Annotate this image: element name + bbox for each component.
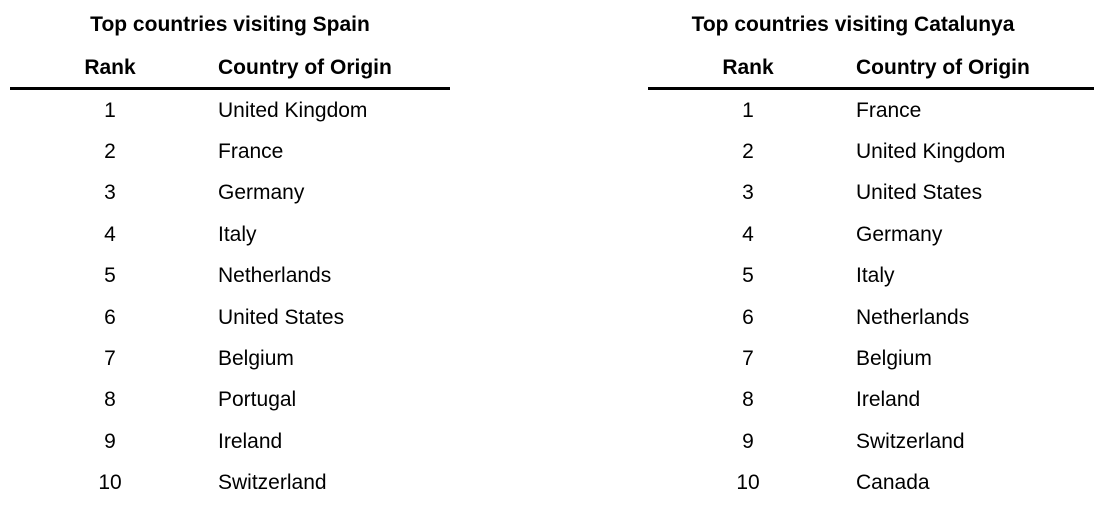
country-column-header: Country of Origin: [856, 56, 1030, 79]
table-row: 6 Netherlands: [648, 297, 1094, 338]
rank-cell: 8: [742, 388, 754, 412]
country-cell: Canada: [856, 471, 930, 495]
country-cell: United States: [856, 181, 983, 205]
table-row: 9 Ireland: [10, 421, 450, 462]
rank-cell: 7: [104, 347, 116, 371]
country-cell: Ireland: [218, 429, 283, 453]
rank-column-header: Rank: [84, 56, 136, 79]
country-cell: Belgium: [856, 347, 932, 371]
country-column-header: Country of Origin: [218, 56, 392, 79]
country-cell: Netherlands: [218, 264, 332, 288]
country-cell: Switzerland: [218, 471, 327, 495]
country-cell: United Kingdom: [218, 98, 368, 122]
rank-column-header: Rank: [722, 56, 774, 79]
table-row: 1 France: [648, 90, 1094, 131]
country-cell: Germany: [218, 181, 305, 205]
country-cell: United Kingdom: [856, 140, 1006, 164]
table-row: 1 United Kingdom: [10, 90, 450, 131]
table-row: 4 Italy: [10, 214, 450, 255]
rank-cell: 4: [742, 222, 754, 246]
spain-table-title: Top countries visiting Spain: [90, 13, 370, 36]
table-row: 9 Switzerland: [648, 421, 1094, 462]
country-cell: France: [218, 140, 284, 164]
spain-table-rows: 1 United Kingdom 2 France 3 Germany 4 It…: [10, 90, 450, 504]
table-row: 8 Portugal: [10, 380, 450, 421]
country-cell: Italy: [218, 222, 257, 246]
rank-cell: 10: [98, 471, 122, 495]
rank-cell: 1: [742, 98, 754, 122]
rank-cell: 4: [104, 222, 116, 246]
catalunya-ranking-table: Top countries visiting Catalunya Rank Co…: [648, 0, 1094, 514]
table-row: 3 Germany: [10, 173, 450, 214]
rank-cell: 3: [742, 181, 754, 205]
catalunya-table-title: Top countries visiting Catalunya: [691, 13, 1015, 36]
table-row: 2 United Kingdom: [648, 131, 1094, 172]
table-row: 10 Switzerland: [10, 463, 450, 504]
catalunya-table-rows: 1 France 2 United Kingdom 3 United State…: [648, 90, 1094, 504]
rank-cell: 1: [104, 98, 116, 122]
rank-cell: 6: [104, 305, 116, 329]
rank-cell: 10: [736, 471, 760, 495]
spain-ranking-table: Top countries visiting Spain Rank Countr…: [10, 0, 450, 514]
spain-table-header: Rank Country of Origin: [10, 55, 450, 81]
table-row: 7 Belgium: [648, 338, 1094, 379]
table-row: 6 United States: [10, 297, 450, 338]
table-row: 5 Italy: [648, 256, 1094, 297]
country-cell: Switzerland: [856, 429, 965, 453]
table-row: 4 Germany: [648, 214, 1094, 255]
country-cell: Ireland: [856, 388, 921, 412]
table-row: 2 France: [10, 131, 450, 172]
country-cell: Italy: [856, 264, 895, 288]
rank-cell: 5: [742, 264, 754, 288]
rank-cell: 6: [742, 305, 754, 329]
table-row: 3 United States: [648, 173, 1094, 214]
rank-cell: 5: [104, 264, 116, 288]
table-row: 10 Canada: [648, 463, 1094, 504]
rank-cell: 9: [104, 429, 116, 453]
rank-cell: 2: [104, 140, 116, 164]
country-cell: France: [856, 98, 922, 122]
country-cell: Germany: [856, 222, 943, 246]
rank-cell: 9: [742, 429, 754, 453]
header-divider-rule: [10, 87, 450, 90]
country-cell: Belgium: [218, 347, 294, 371]
catalunya-table-header: Rank Country of Origin: [648, 55, 1094, 81]
table-row: 5 Netherlands: [10, 256, 450, 297]
country-cell: United States: [218, 305, 345, 329]
rank-cell: 2: [742, 140, 754, 164]
header-divider-rule: [648, 87, 1094, 90]
rank-cell: 8: [104, 388, 116, 412]
country-cell: Portugal: [218, 388, 297, 412]
rank-cell: 3: [104, 181, 116, 205]
table-row: 8 Ireland: [648, 380, 1094, 421]
rank-cell: 7: [742, 347, 754, 371]
country-cell: Netherlands: [856, 305, 970, 329]
table-row: 7 Belgium: [10, 338, 450, 379]
